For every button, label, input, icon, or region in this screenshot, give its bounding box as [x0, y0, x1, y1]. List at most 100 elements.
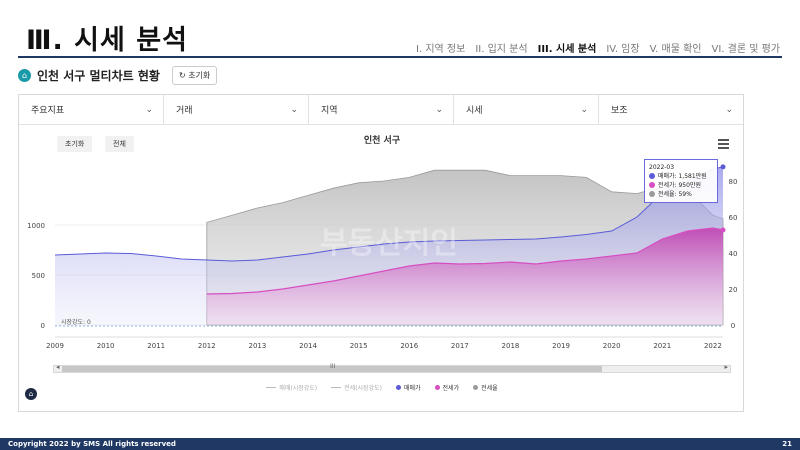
- chevron-down-icon: ⌄: [435, 104, 443, 115]
- legend-marker-icon: [266, 387, 277, 388]
- legend-marker-icon: [395, 385, 401, 390]
- tooltip-value: 전세율: 59%: [658, 191, 692, 198]
- x-tick-label: 2014: [299, 342, 317, 350]
- chart-title: 인천 서구: [363, 136, 401, 146]
- sale-price-marker: [720, 164, 726, 170]
- chart-panel: 주요지표 ⌄ 거래 ⌄ 지역 ⌄ 시세 ⌄ 보조 ⌄ 초기화 전체 인천 서구 0 500 1000 0…: [18, 94, 744, 412]
- y-right-tick-label: 60: [729, 214, 738, 222]
- series-dot-icon: [649, 182, 655, 188]
- legend-label: 전세가: [442, 385, 460, 392]
- nav-item[interactable]: II. 입지 분석: [475, 44, 528, 55]
- chart-section-title: 인천 서구 멀티차트 현황: [37, 69, 160, 83]
- legend-marker-icon: [434, 385, 440, 390]
- legend-item[interactable]: 매매(시장강도): [266, 383, 317, 392]
- x-tick-label: 2015: [350, 342, 368, 350]
- filter-bar: 주요지표 ⌄ 거래 ⌄ 지역 ⌄ 시세 ⌄ 보조 ⌄: [19, 95, 743, 125]
- legend-marker-icon: [331, 387, 342, 388]
- x-tick-label: 2017: [451, 342, 469, 350]
- series-line-sale-price: [54, 166, 724, 262]
- x-tick-label: 2021: [653, 342, 671, 350]
- filter-dropdown[interactable]: 거래 ⌄: [164, 95, 309, 124]
- series-line-jeonse-price: [206, 227, 724, 295]
- scroll-right-icon[interactable]: ▸: [724, 363, 728, 371]
- reset-button[interactable]: ↻ 초기화: [171, 66, 218, 85]
- filter-dropdown[interactable]: 지역 ⌄: [309, 95, 454, 124]
- x-tick-label: 2013: [249, 342, 267, 350]
- brand-logo-icon: ⌂: [25, 388, 37, 400]
- filter-dropdown[interactable]: 시세 ⌄: [454, 95, 599, 124]
- nav-item[interactable]: VI. 결론 및 평가: [711, 44, 780, 55]
- scroll-thumb[interactable]: [62, 366, 602, 372]
- filter-label: 지역: [321, 106, 338, 116]
- legend-item[interactable]: 전세가: [434, 383, 460, 392]
- y-right-tick-label: 20: [729, 286, 738, 294]
- tooltip-row: 매매가: 1,581만원: [649, 172, 713, 181]
- scroll-grip: III: [330, 363, 336, 370]
- home-icon: ⌂: [18, 69, 31, 82]
- copyright-text: Copyright 2022 by SMS All rights reserve…: [8, 440, 176, 448]
- legend-item[interactable]: 매매가: [395, 383, 421, 392]
- x-tick-label: 2016: [400, 342, 418, 350]
- footer: Copyright 2022 by SMS All rights reserve…: [0, 438, 800, 450]
- y-right-tick-label: 0: [731, 322, 735, 330]
- legend-label: 전세(시장강도): [344, 385, 382, 392]
- y-left-tick-label: 0: [41, 322, 45, 330]
- x-tick-label: 2010: [97, 342, 115, 350]
- tooltip-value: 매매가: 1,581만원: [658, 173, 707, 180]
- reset-button-label: 초기화: [188, 71, 211, 80]
- legend-marker-icon: [473, 385, 479, 390]
- chevron-down-icon: ⌄: [290, 104, 298, 115]
- nav-item[interactable]: IV. 임장: [606, 44, 640, 55]
- filter-dropdown[interactable]: 주요지표 ⌄: [19, 95, 164, 124]
- chart-scrollbar[interactable]: ◂ III ▸: [53, 363, 731, 373]
- baseline-label: 시장강도: 0: [61, 318, 91, 326]
- legend-label: 매매가: [403, 385, 421, 392]
- header-divider: [18, 56, 782, 58]
- filter-dropdown[interactable]: 보조 ⌄: [599, 95, 743, 124]
- chevron-down-icon: ⌄: [580, 104, 588, 115]
- filter-label: 거래: [176, 106, 193, 116]
- y-left-tick-label: 500: [32, 272, 45, 280]
- filter-label: 보조: [611, 106, 628, 116]
- nav-item[interactable]: III. 시세 분석: [537, 44, 597, 55]
- watermark-text: 부동산지인: [320, 226, 458, 261]
- x-tick-label: 2020: [603, 342, 621, 350]
- chart-all-button[interactable]: 전체: [105, 136, 134, 152]
- slide-title: Ⅲ. 시세 분석: [26, 25, 188, 56]
- scroll-left-icon[interactable]: ◂: [56, 363, 60, 371]
- x-tick-label: 2018: [502, 342, 520, 350]
- x-tick-label: 2009: [46, 342, 64, 350]
- tooltip-row: 전세율: 59%: [649, 190, 713, 199]
- legend-item[interactable]: 전세(시장강도): [331, 383, 382, 392]
- filter-label: 시세: [466, 106, 483, 116]
- jeonse-price-marker: [720, 227, 726, 233]
- chevron-down-icon: ⌄: [145, 104, 153, 115]
- chevron-down-icon: ⌄: [725, 104, 733, 115]
- legend-label: 전세율: [481, 385, 498, 392]
- legend-label: 매매(시장강도): [279, 385, 318, 392]
- page-number: 21: [782, 440, 792, 448]
- y-right-tick-label: 80: [729, 178, 738, 186]
- nav-item[interactable]: I. 지역 정보: [416, 44, 466, 55]
- section-nav: I. 지역 정보 II. 입지 분석 III. 시세 분석 IV. 임장 V. 매물 확…: [416, 40, 780, 55]
- series-area-jeonse-price: [206, 228, 723, 325]
- tooltip-value: 전세가: 950만원: [658, 182, 701, 189]
- x-tick-label: 2011: [147, 342, 165, 350]
- chart-header: ⌂ 인천 서구 멀티차트 현황 ↻ 초기화: [18, 66, 218, 85]
- x-tick-label: 2019: [552, 342, 570, 350]
- x-tick-label: 2022: [704, 342, 722, 350]
- nav-item[interactable]: V. 매물 확인: [649, 44, 702, 55]
- y-left-tick-label: 1000: [27, 222, 45, 230]
- hamburger-menu-icon[interactable]: [718, 139, 729, 151]
- series-dot-icon: [649, 191, 655, 197]
- chart-reset-button[interactable]: 초기화: [57, 136, 93, 152]
- y-right-tick-label: 40: [729, 250, 738, 258]
- chart-legend: 매매(시장강도) 전세(시장강도) 매매가 전세가 전세율: [19, 383, 745, 392]
- x-tick-label: 2012: [198, 342, 216, 350]
- legend-item[interactable]: 전세율: [473, 383, 498, 392]
- series-dot-icon: [649, 173, 655, 179]
- tooltip-row: 전세가: 950만원: [649, 181, 713, 190]
- tooltip-date: 2022-03: [649, 164, 675, 171]
